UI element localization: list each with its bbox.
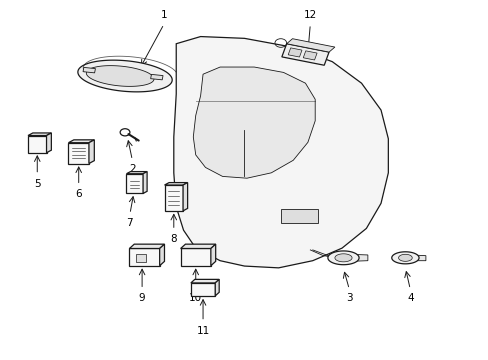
Polygon shape [210,244,215,266]
Polygon shape [68,140,94,143]
Text: 1: 1 [161,10,167,20]
Text: 4: 4 [406,293,413,303]
Text: 2: 2 [129,164,135,174]
Polygon shape [281,44,328,65]
Polygon shape [143,172,147,193]
Text: 8: 8 [170,234,177,244]
Polygon shape [193,67,315,178]
Text: 5: 5 [34,179,41,189]
Polygon shape [83,67,95,73]
Text: 9: 9 [139,293,145,303]
Polygon shape [180,248,210,266]
Polygon shape [28,135,46,153]
Polygon shape [183,183,187,211]
Text: 11: 11 [196,325,209,336]
Polygon shape [159,244,164,266]
Text: 6: 6 [75,189,82,199]
Polygon shape [398,254,411,261]
Polygon shape [334,254,351,262]
Bar [281,210,317,223]
Polygon shape [215,279,219,296]
Polygon shape [28,133,51,135]
Polygon shape [190,279,219,283]
Polygon shape [347,254,367,261]
Polygon shape [327,251,358,265]
Polygon shape [391,252,418,264]
Polygon shape [86,66,154,86]
Polygon shape [286,39,334,52]
Text: 7: 7 [126,218,133,228]
Text: 3: 3 [346,293,352,303]
Bar [136,254,146,262]
Polygon shape [78,60,172,92]
Polygon shape [190,283,215,296]
Text: 12: 12 [303,10,316,20]
Polygon shape [180,244,215,248]
Polygon shape [150,75,163,80]
Polygon shape [68,143,89,163]
Polygon shape [164,185,183,211]
Polygon shape [129,248,159,266]
Polygon shape [164,183,187,185]
Polygon shape [89,140,94,163]
Polygon shape [408,255,425,261]
Polygon shape [126,172,147,174]
Polygon shape [287,48,302,57]
Text: 10: 10 [189,293,202,303]
Polygon shape [129,244,164,248]
Polygon shape [173,37,387,268]
Polygon shape [46,133,51,153]
Polygon shape [126,174,143,193]
Polygon shape [303,51,316,60]
